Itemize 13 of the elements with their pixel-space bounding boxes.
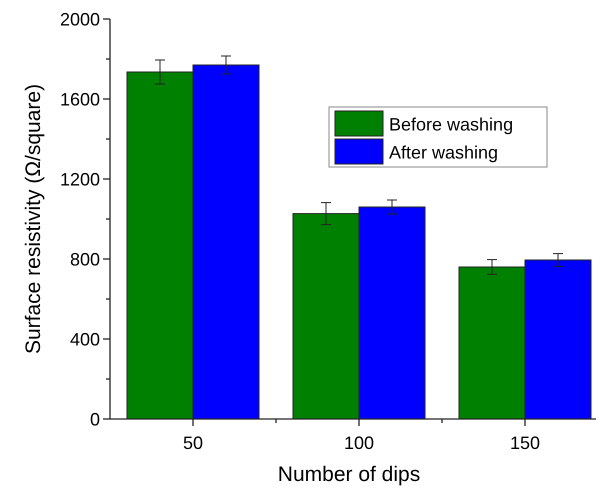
legend-label: After washing bbox=[389, 142, 498, 162]
x-tick-label: 100 bbox=[344, 433, 374, 453]
x-axis-title: Number of dips bbox=[278, 463, 420, 486]
x-tick-label: 150 bbox=[510, 433, 540, 453]
y-tick-label: 2000 bbox=[60, 9, 100, 30]
y-tick-label: 1600 bbox=[60, 89, 100, 110]
y-tick-label: 800 bbox=[70, 249, 100, 270]
legend-label: Before washing bbox=[389, 114, 514, 134]
y-axis-title: Surface resistivity (Ω/square) bbox=[22, 84, 45, 354]
x-tick-label: 50 bbox=[182, 433, 204, 453]
y-tick-label: 400 bbox=[70, 329, 100, 350]
y-tick-label: 0 bbox=[90, 409, 100, 430]
y-tick-label: 1200 bbox=[60, 169, 100, 190]
